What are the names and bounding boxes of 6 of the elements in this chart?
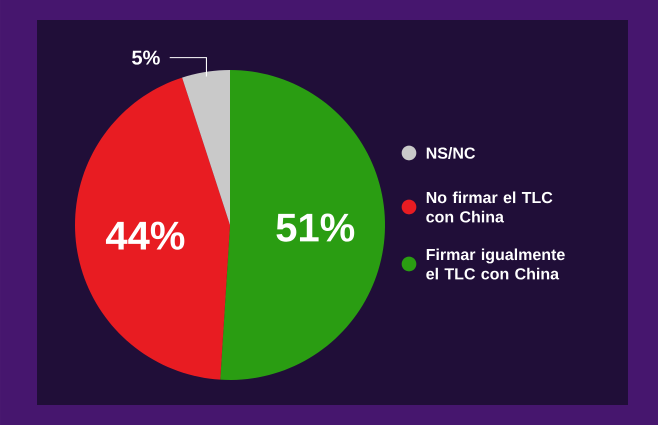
data-label: 5% xyxy=(132,50,160,65)
legend-label: Firmar igualmente el TLC con China xyxy=(426,248,565,280)
data-label: 51% xyxy=(276,214,354,242)
data-label: 44% xyxy=(106,222,184,250)
legend-label: NS/NC xyxy=(426,147,476,159)
legend-label: No firmar el TLC con China xyxy=(426,191,552,223)
